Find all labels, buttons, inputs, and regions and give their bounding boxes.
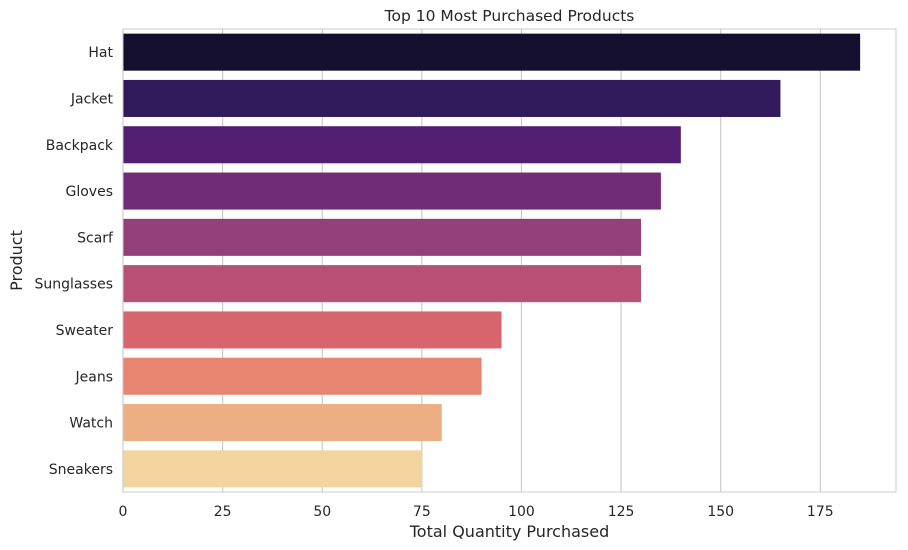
bar-sneakers (123, 450, 422, 488)
bar-sweater (123, 311, 502, 349)
x-tick-label: 75 (413, 504, 431, 520)
y-tick-label: Gloves (66, 184, 114, 200)
x-axis-label: Total Quantity Purchased (409, 522, 610, 541)
x-tick-labels: 0 25 50 75 100 125 150 175 (119, 504, 834, 520)
plot-frame (122, 28, 897, 493)
bar-watch (123, 404, 442, 442)
x-tick-label: 25 (214, 504, 232, 520)
bar-gloves (123, 172, 661, 210)
bar-hat (123, 33, 861, 71)
y-tick-label: Sneakers (49, 462, 113, 478)
y-tick-label: Scarf (77, 230, 114, 246)
x-tick-label: 150 (707, 504, 734, 520)
x-tick-label: 175 (807, 504, 834, 520)
y-tick-label: Sweater (56, 323, 114, 339)
y-axis-label: Product (7, 230, 26, 291)
y-tick-labels: Hat Jacket Backpack Gloves Scarf Sunglasses Sw… (35, 45, 115, 478)
y-tick-label: Sunglasses (35, 277, 113, 293)
bar-jacket (123, 79, 781, 117)
bar-jeans (123, 357, 482, 395)
y-tick-label: Backpack (46, 138, 114, 154)
y-tick-label: Jacket (70, 91, 114, 107)
y-tick-label: Hat (88, 45, 113, 61)
x-tick-label: 100 (508, 504, 535, 520)
y-tick-label: Jeans (75, 369, 114, 385)
bar-backpack (123, 126, 681, 164)
x-tick-label: 50 (313, 504, 331, 520)
y-tick-label: Watch (69, 416, 113, 432)
x-tick-label: 125 (608, 504, 635, 520)
bar-scarf (123, 218, 641, 256)
chart-title: Top 10 Most Purchased Products (384, 7, 635, 25)
bar-sunglasses (123, 265, 641, 303)
x-tick-label: 0 (119, 504, 128, 520)
bars (123, 33, 861, 488)
